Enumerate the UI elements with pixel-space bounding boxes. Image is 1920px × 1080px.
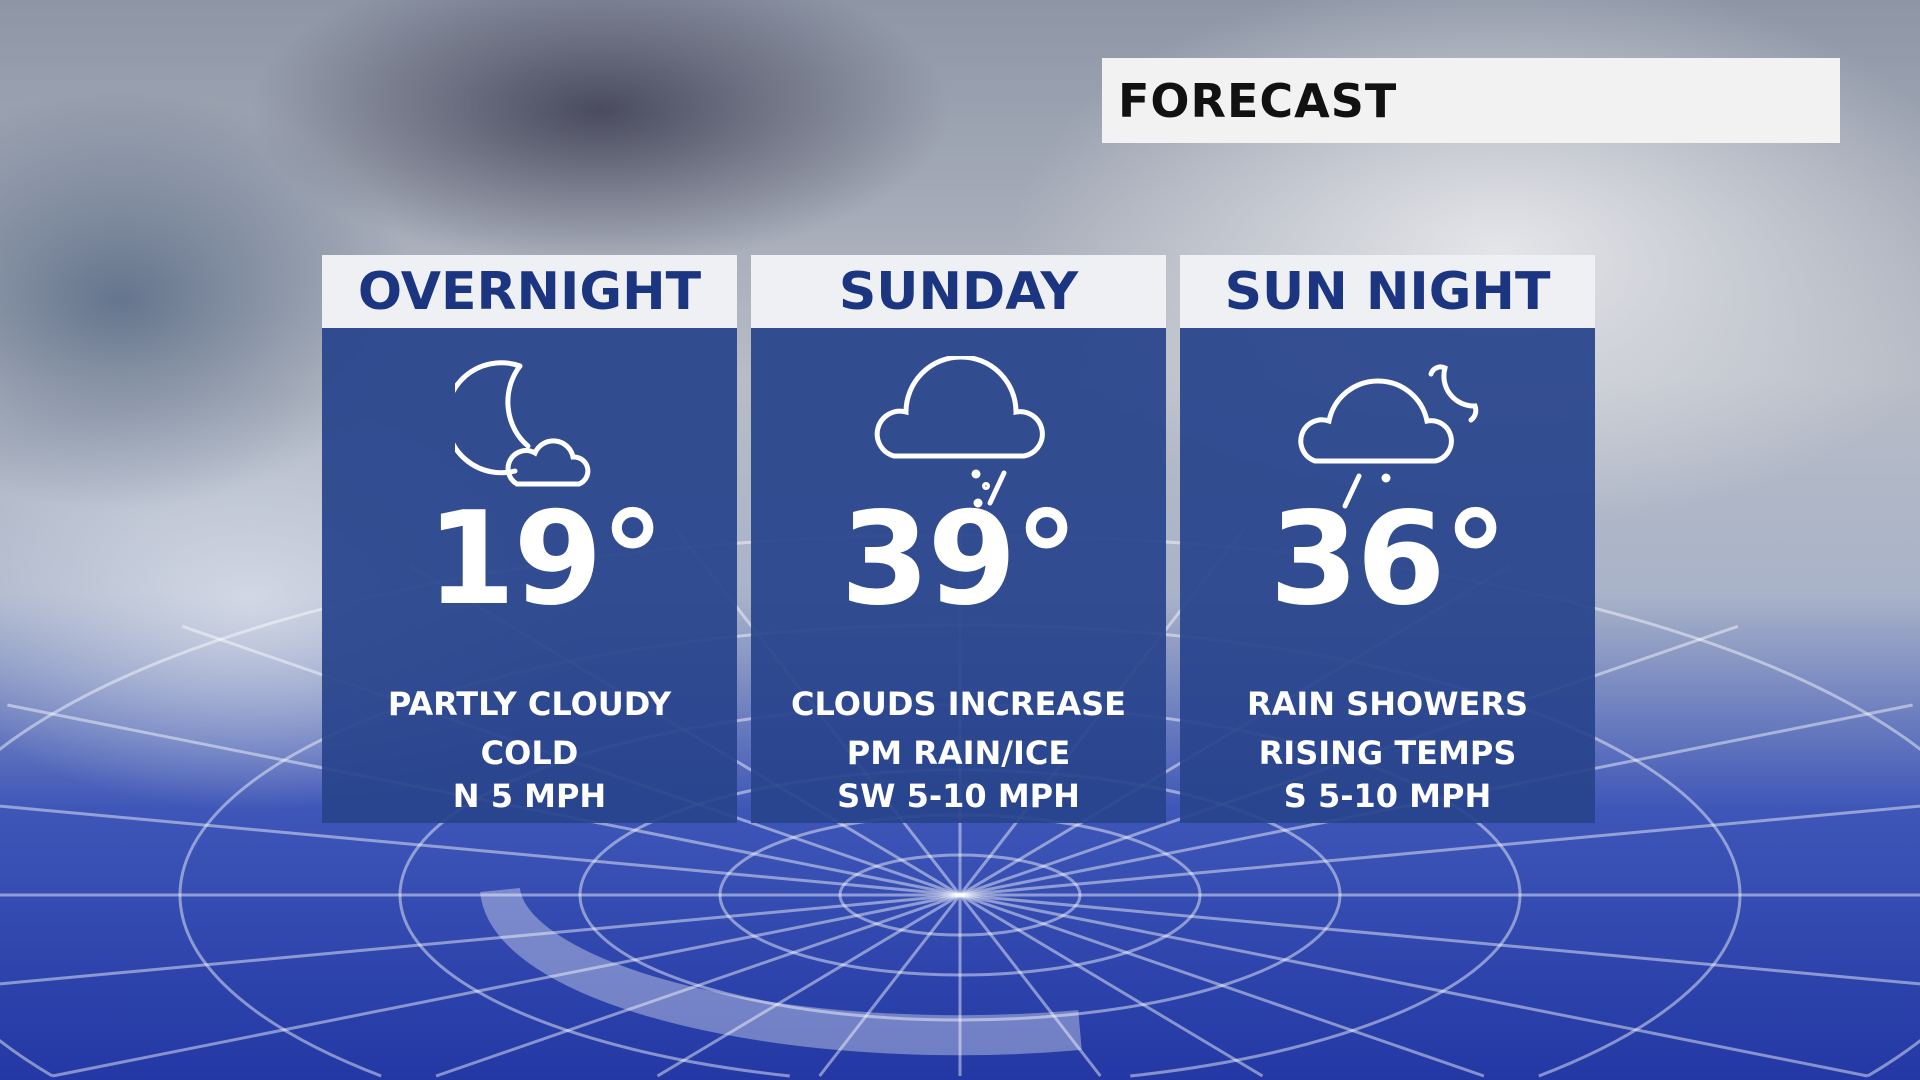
moon-cloud-icon: [454, 360, 590, 487]
panel-overnight: OVERNIGHT 19° PARTLY CLOUDY COLD N 5 MPH: [322, 255, 737, 823]
temperature: 39°: [840, 485, 1078, 634]
temperature: 36°: [1269, 485, 1507, 634]
radar-spoke: [818, 894, 962, 1077]
radar-spoke: [959, 893, 1264, 1078]
radar-spoke: [52, 893, 961, 1078]
wind-line: S 5-10 MPH: [1283, 777, 1492, 815]
condition-line: RISING TEMPS: [1258, 734, 1517, 772]
radar-ring: [838, 853, 1082, 937]
forecast-title: FORECAST: [1118, 73, 1398, 128]
panel-label: SUNDAY: [751, 255, 1166, 328]
radar-spoke: [959, 804, 1920, 897]
radar-spoke: [656, 893, 961, 1078]
temperature: 19°: [426, 485, 664, 634]
wind-line: SW 5-10 MPH: [837, 777, 1080, 815]
panel-sunday: SUNDAY 39° CLOUDS INCREASE PM RAIN/ICE S…: [751, 255, 1166, 823]
radar-ring: [718, 813, 1202, 977]
radar-spoke: [959, 893, 1485, 1078]
condition-line: PARTLY CLOUDY: [387, 685, 672, 723]
cloud-rain-ice-icon: [874, 356, 1045, 508]
radar-spoke: [0, 804, 961, 897]
radar-spoke: [0, 893, 961, 986]
panel-label: SUN NIGHT: [1180, 255, 1595, 328]
wind-line: N 5 MPH: [452, 777, 607, 815]
radar-spoke: [435, 893, 961, 1078]
cloud-moon-rain-icon: [1297, 364, 1478, 509]
radar-spoke: [959, 893, 1920, 986]
condition-line: PM RAIN/ICE: [846, 734, 1071, 772]
condition-line: RAIN SHOWERS: [1246, 685, 1529, 723]
panel-label: OVERNIGHT: [322, 255, 737, 328]
panel-sun-night: SUN NIGHT 36° RAIN SHOWERS RISING TEMPS …: [1180, 255, 1595, 823]
radar-spoke: [959, 893, 1868, 1078]
forecast-title-bar: FORECAST: [1102, 58, 1840, 143]
radar-spoke: [958, 894, 1102, 1077]
condition-line: CLOUDS INCREASE: [790, 685, 1126, 723]
condition-line: COLD: [480, 734, 579, 772]
